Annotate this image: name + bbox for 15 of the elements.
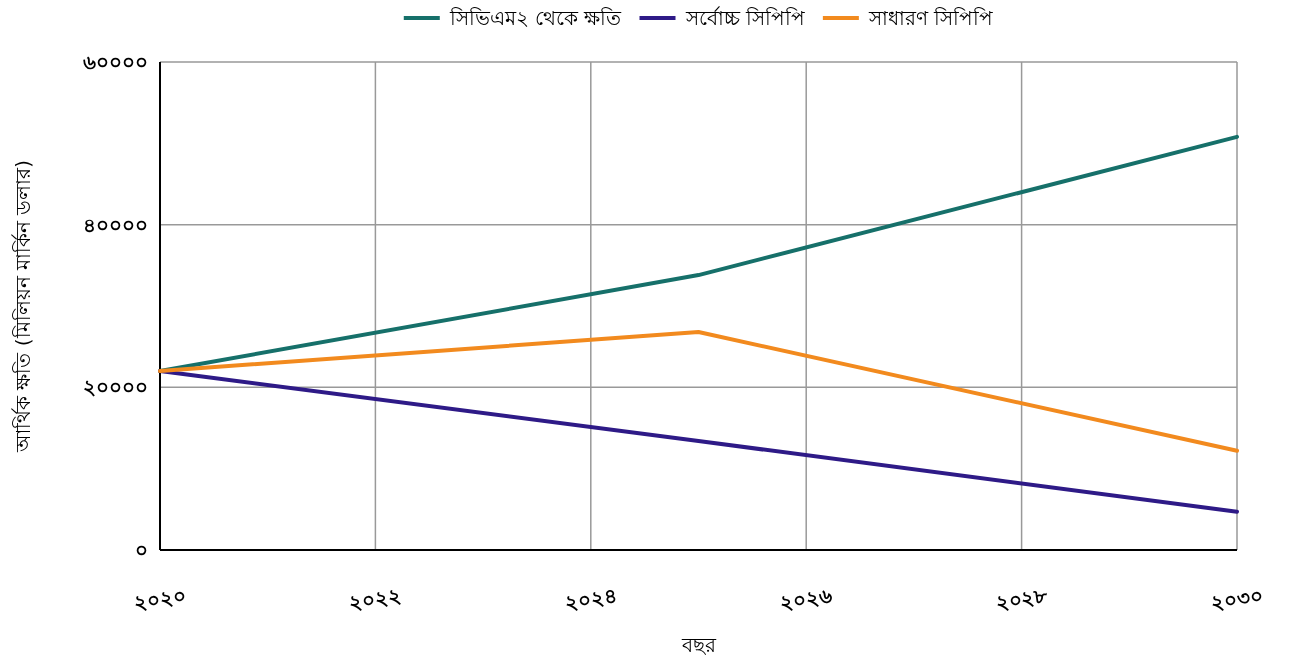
- y-axis-title: আর্থিক ক্ষতি (মিলিয়ন মার্কিন ডলার): [11, 159, 35, 454]
- x-tick-label: ২০৩০: [1209, 583, 1265, 615]
- x-tick-label: ২০২৬: [778, 583, 834, 615]
- legend-label: সাধারণ সিপিপি: [867, 6, 994, 30]
- x-tick-label: ২০২২: [347, 583, 403, 615]
- legend-label: সর্বোচ্চ সিপিপি: [684, 6, 805, 30]
- y-tick-label: ২০০০০: [83, 375, 148, 400]
- y-tick-label: ০: [135, 538, 148, 562]
- x-tick-label: ২০২৮: [994, 583, 1050, 615]
- y-tick-label: ৬০০০০: [83, 50, 148, 74]
- x-tick-label: ২০২৪: [563, 583, 619, 615]
- x-tick-label: ২০২০: [132, 583, 188, 615]
- legend-label: সিভিএম২ থেকে ক্ষতি: [448, 6, 623, 30]
- y-tick-label: ৪০০০০: [83, 212, 148, 237]
- x-axis-title: বছর: [680, 633, 717, 657]
